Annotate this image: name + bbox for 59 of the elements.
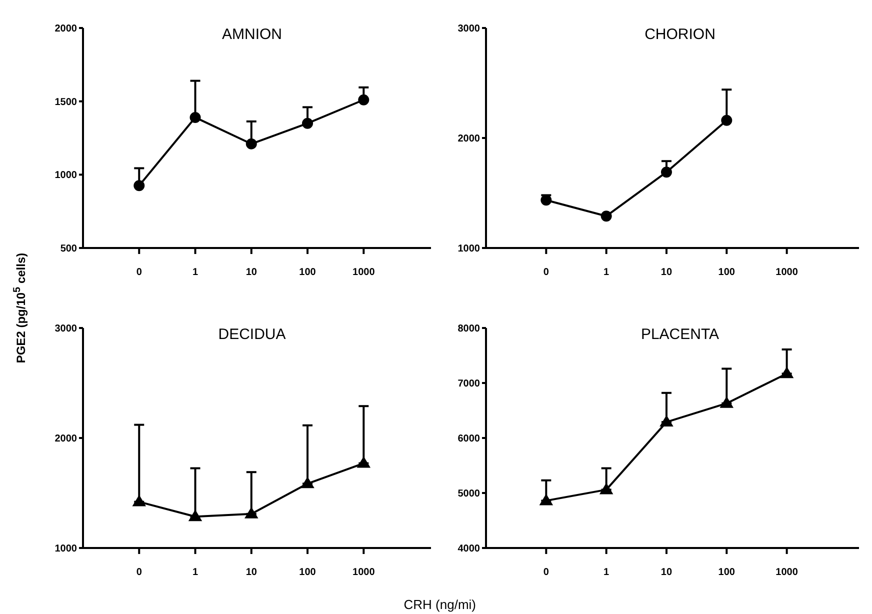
point (600, 210, 612, 222)
y-tick-label: 1000 (54, 170, 78, 182)
x-tick-label: 1 (192, 267, 198, 278)
chart-title: AMNION (222, 26, 282, 43)
point (540, 194, 552, 206)
x-tick-label: 1000 (352, 267, 376, 278)
x-tick-label: 10 (246, 267, 258, 278)
point (244, 507, 258, 518)
y-tick-label: 1000 (54, 544, 78, 555)
y-tick-label: 1500 (54, 96, 78, 108)
chart-title: DECIDUA (218, 326, 286, 343)
x-tick-label: 0 (543, 267, 550, 278)
x-tick-label: 10 (660, 267, 672, 278)
y-tick-label: 4000 (458, 544, 480, 555)
y-tick-label: 7000 (458, 378, 480, 390)
x-tick-label: 10 (246, 567, 258, 578)
point (780, 367, 794, 378)
y-tick-label: 2000 (54, 24, 78, 35)
point (358, 94, 370, 106)
point (132, 495, 146, 506)
point (660, 416, 673, 427)
point (246, 138, 257, 150)
point (301, 477, 314, 488)
y-tick-label: 2000 (54, 434, 78, 445)
point (190, 112, 201, 123)
y-tick-label: 8000 (458, 324, 480, 335)
point (357, 456, 370, 468)
point (600, 483, 613, 494)
x-tick-label: 100 (299, 567, 316, 578)
chart-title: CHORION (644, 26, 716, 43)
x-tick-label: 1000 (352, 567, 376, 578)
x-axis-title: CRH (ng/mi) (404, 597, 476, 612)
point (660, 166, 672, 178)
point (540, 494, 553, 506)
x-tick-label: 100 (718, 267, 736, 278)
x-tick-label: 10 (660, 567, 672, 578)
x-tick-label: 1 (604, 267, 610, 278)
point (720, 396, 734, 408)
x-tick-label: 100 (299, 267, 316, 278)
point (188, 510, 202, 522)
x-tick-label: 0 (543, 567, 550, 578)
y-tick-label: 3000 (458, 24, 480, 35)
x-tick-label: 1000 (776, 267, 798, 278)
point (134, 180, 145, 192)
x-tick-label: 100 (718, 567, 736, 578)
y-tick-label: 5000 (458, 488, 480, 500)
y-tick-label: 2000 (458, 134, 480, 145)
x-tick-label: 1 (192, 567, 198, 578)
x-tick-label: 0 (136, 267, 142, 278)
y-tick-label: 1000 (458, 244, 480, 255)
chart-title: PLACENTA (640, 326, 720, 343)
point (721, 114, 732, 126)
y-tick-label: 500 (60, 244, 78, 255)
x-tick-label: 0 (136, 567, 142, 578)
y-tick-label: 6000 (458, 434, 480, 445)
point (302, 118, 314, 129)
x-tick-label: 1 (604, 567, 610, 578)
x-tick-label: 1000 (776, 567, 798, 578)
y-tick-label: 3000 (54, 324, 78, 335)
